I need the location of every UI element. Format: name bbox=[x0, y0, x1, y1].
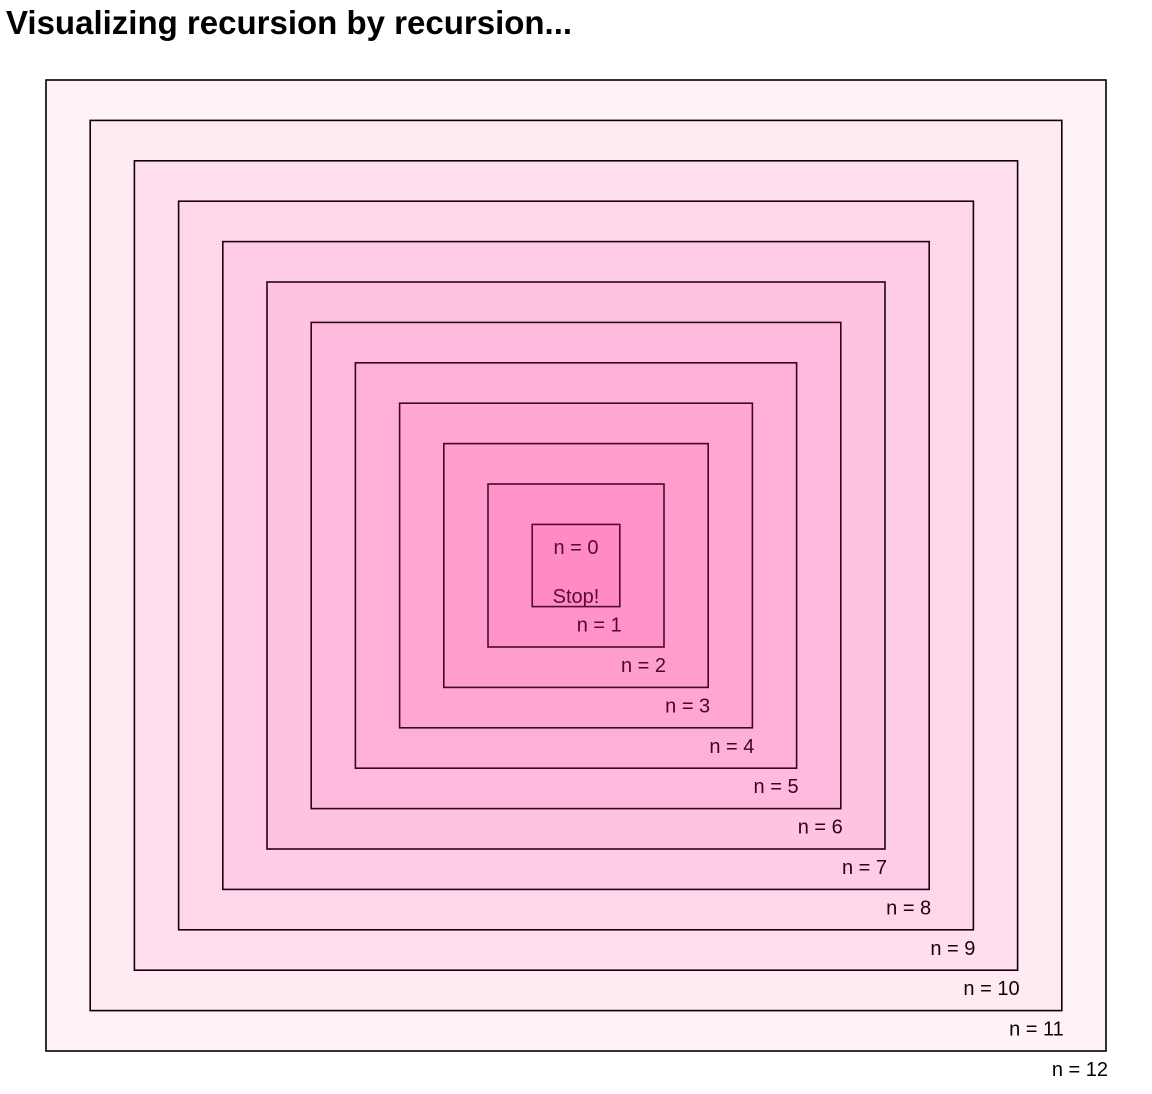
level-label-n10: n = 10 bbox=[963, 978, 1019, 1000]
recursion-box-n1 bbox=[531, 523, 621, 608]
page-title: Visualizing recursion by recursion... bbox=[6, 4, 573, 41]
level-label-n0: n = 0 bbox=[553, 537, 598, 559]
stop-note: Stop! bbox=[553, 586, 600, 608]
level-label-n8: n = 8 bbox=[886, 897, 931, 919]
level-label-n7: n = 7 bbox=[842, 857, 887, 879]
level-label-n5: n = 5 bbox=[754, 776, 799, 798]
level-label-n9: n = 9 bbox=[930, 938, 975, 960]
level-label-n4: n = 4 bbox=[709, 736, 754, 758]
level-label-n3: n = 3 bbox=[665, 695, 710, 717]
level-label-n12: n = 12 bbox=[1052, 1059, 1108, 1081]
level-label-n2: n = 2 bbox=[621, 655, 666, 677]
level-label-n6: n = 6 bbox=[798, 817, 843, 839]
level-label-n1: n = 1 bbox=[577, 615, 622, 637]
level-label-n11: n = 11 bbox=[1009, 1019, 1064, 1041]
